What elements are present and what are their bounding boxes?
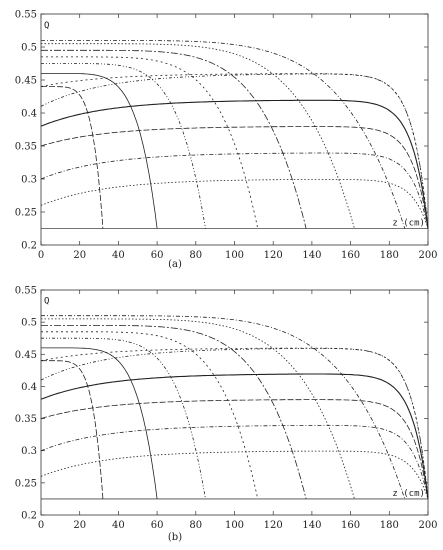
plot-frame [40, 289, 429, 516]
x-tick-label: 40 [112, 250, 125, 261]
x-axis-label: z (cm) [392, 489, 425, 499]
vertical-curve [41, 337, 206, 499]
horizontal-curve [40, 424, 429, 499]
y-tick-label: 0.5 [21, 318, 37, 329]
y-tick-label: 0.45 [15, 350, 37, 361]
x-tick-label: 120 [264, 520, 283, 531]
x-tick-label: 100 [225, 250, 244, 261]
vertical-curve [41, 324, 307, 500]
plot-frame [40, 13, 429, 246]
vertical-curve [41, 360, 104, 499]
panel-label: (a) [168, 259, 182, 270]
y-tick-label: 0.35 [15, 142, 37, 153]
y-tick-label: 0.4 [21, 109, 37, 120]
vertical-curve [41, 40, 406, 229]
horizontal-curve [40, 73, 429, 229]
x-tick-label: 200 [418, 520, 437, 531]
panel-label: (b) [168, 532, 182, 543]
vertical-curve [41, 331, 259, 499]
horizontal-curve [40, 152, 429, 229]
y-tick-label: 0.55 [15, 10, 37, 21]
horizontal-curve [40, 178, 429, 229]
y-tick-label: 0.55 [15, 286, 37, 297]
x-tick-label: 80 [189, 250, 202, 261]
y-tick-label: 0.25 [15, 478, 37, 489]
x-tick-label: 20 [73, 520, 86, 531]
x-tick-label: 200 [418, 250, 437, 261]
x-tick-label: 140 [302, 250, 321, 261]
x-tick-label: 60 [151, 520, 164, 531]
vertical-curve [41, 63, 206, 229]
x-tick-label: 60 [151, 250, 164, 261]
y-tick-label: 0.4 [21, 382, 37, 393]
x-axis-label: z (cm) [392, 219, 425, 229]
vertical-curve [41, 318, 355, 500]
y-tick-label: 0.2 [21, 241, 37, 252]
x-tick-label: 100 [225, 520, 244, 531]
chart-panel-b: 0.2 0.25 0.3 0.35 0.4 0.45 0.5 0.55 0 20 40 60 80 100… [15, 286, 438, 544]
x-tick-label: 0 [38, 250, 44, 261]
y-tick-label: 0.35 [15, 414, 37, 425]
horizontal-curve [40, 450, 429, 500]
chart-panel-a: 0.2 0.25 0.3 0.35 0.4 0.45 0.5 0.55 0 20 40 60 80 100… [15, 10, 438, 271]
horizontal-curve [40, 126, 429, 229]
x-tick-label: 40 [112, 520, 125, 531]
horizontal-curve [40, 347, 429, 499]
horizontal-curve [40, 73, 429, 229]
y-tick-label: 0.2 [21, 511, 37, 522]
y-tick-label: 0.3 [21, 446, 37, 457]
vertical-curve [41, 315, 406, 500]
horizontal-curve [40, 399, 429, 499]
y-axis-label: Q [44, 21, 49, 31]
vertical-curve [41, 56, 259, 229]
x-tick-label: 80 [189, 520, 202, 531]
horizontal-curve [40, 99, 429, 229]
x-tick-label: 140 [302, 520, 321, 531]
y-tick-label: 0.3 [21, 175, 37, 186]
x-tick-label: 180 [380, 520, 399, 531]
x-tick-label: 160 [341, 520, 360, 531]
x-tick-label: 160 [341, 250, 360, 261]
x-tick-label: 120 [264, 250, 283, 261]
vertical-curve [41, 347, 158, 499]
vertical-curve [41, 86, 104, 229]
vertical-curve [41, 73, 158, 229]
x-tick-label: 0 [38, 520, 44, 531]
y-axis-label: Q [44, 297, 49, 307]
y-tick-label: 0.25 [15, 208, 37, 219]
vertical-curve [41, 43, 355, 229]
horizontal-curve [40, 347, 429, 499]
x-tick-label: 180 [380, 250, 399, 261]
y-tick-label: 0.5 [21, 43, 37, 54]
horizontal-curve [40, 373, 429, 499]
y-tick-label: 0.45 [15, 76, 37, 87]
vertical-curve [41, 49, 307, 229]
x-tick-label: 20 [73, 250, 86, 261]
